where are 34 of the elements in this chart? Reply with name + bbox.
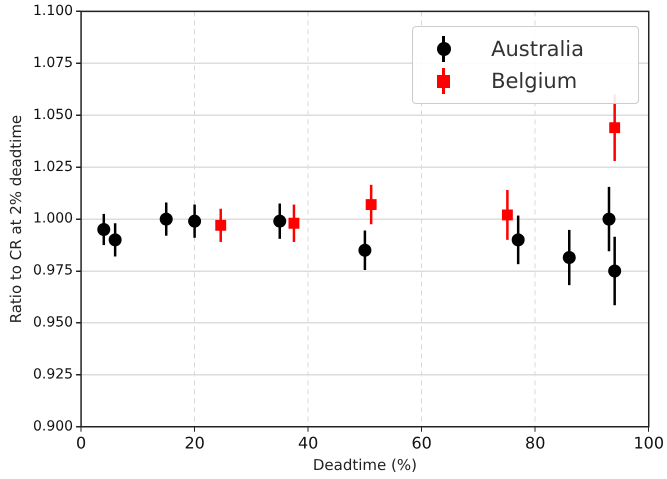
point: [512, 233, 525, 246]
y-tick-label: 1.025: [32, 158, 74, 175]
y-tick-label: 0.925: [32, 366, 74, 383]
point: [160, 212, 173, 226]
point: [288, 218, 300, 229]
point: [366, 199, 377, 210]
point: [608, 264, 622, 278]
point: [273, 214, 286, 228]
y-axis-title: Ratio to CR at 2% deadtime: [6, 114, 25, 324]
y-tick-label: 1.075: [32, 54, 74, 71]
point: [609, 122, 620, 134]
x-axis-title: Deadtime (%): [312, 456, 417, 474]
y-tick-label: 1.100: [32, 3, 74, 20]
point: [602, 212, 616, 226]
point: [502, 209, 513, 220]
x-tick-label: 0: [76, 434, 86, 453]
y-tick-label: 1.050: [32, 106, 74, 123]
x-tick-label: 40: [298, 434, 318, 453]
point: [215, 220, 226, 231]
point: [562, 251, 576, 264]
legend-label: Australia: [491, 37, 584, 61]
point: [97, 222, 110, 236]
y-tick-label: 0.975: [32, 262, 74, 279]
x-tick-label: 20: [184, 434, 205, 453]
x-tick-label: 60: [411, 434, 432, 453]
y-tick-label: 0.900: [32, 418, 74, 434]
legend-label: Belgium: [491, 69, 578, 93]
y-tick-label: 1.000: [32, 210, 74, 227]
point: [358, 244, 372, 257]
point: [108, 233, 122, 246]
point: [188, 214, 202, 228]
x-tick-label: 100: [633, 434, 664, 453]
x-tick-label: 80: [525, 434, 546, 453]
y-tick-label: 0.950: [32, 314, 74, 331]
